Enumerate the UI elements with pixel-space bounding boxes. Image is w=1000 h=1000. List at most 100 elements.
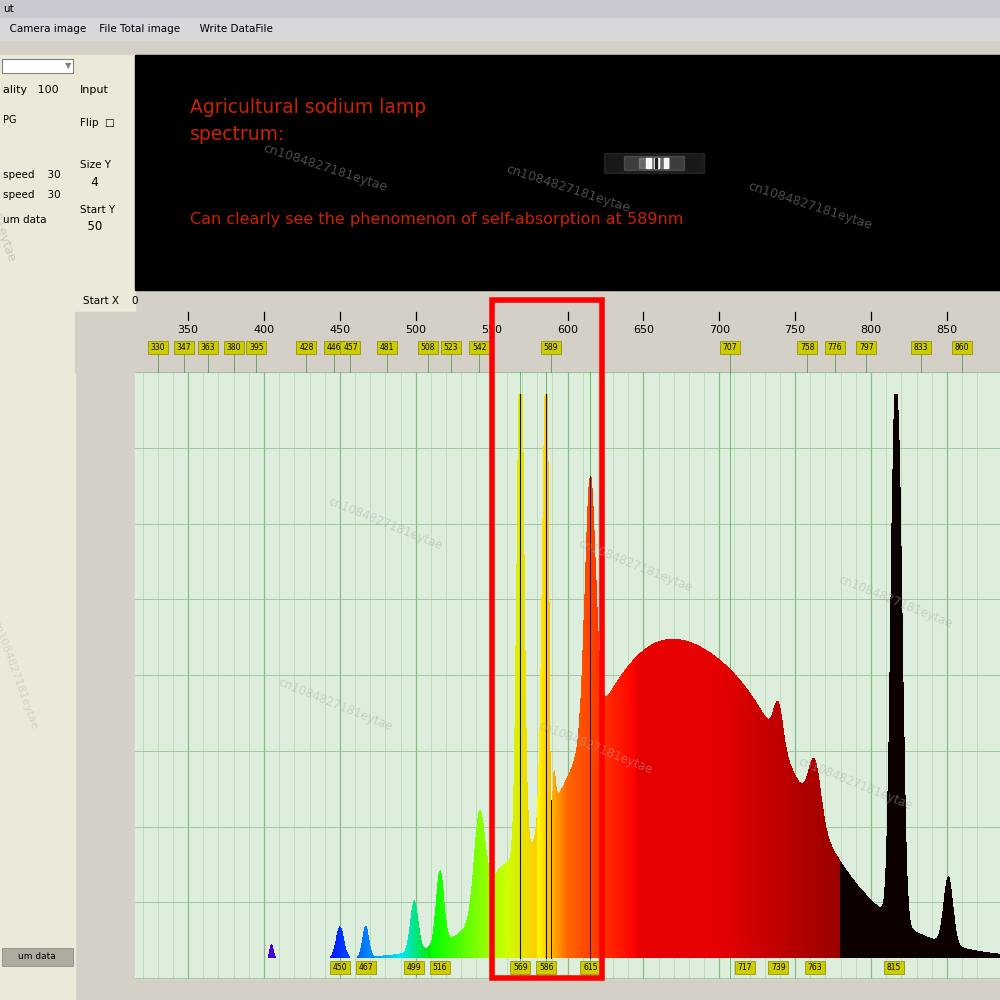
Bar	[884, 961, 904, 974]
Text: 797: 797	[859, 343, 874, 352]
Bar	[377, 341, 397, 354]
Text: cn1084827181eytae: cn1084827181eytae	[276, 676, 394, 734]
Text: 4: 4	[80, 176, 99, 190]
Text: ▼: ▼	[65, 62, 72, 70]
Bar	[952, 341, 972, 354]
Text: 800: 800	[860, 325, 882, 335]
Text: 586: 586	[539, 963, 554, 972]
Bar	[604, 153, 704, 173]
Bar	[0, 0, 1000, 18]
Text: ality   100: ality 100	[3, 85, 59, 95]
Bar	[356, 961, 376, 974]
Bar	[430, 961, 450, 974]
Text: 776: 776	[827, 343, 842, 352]
Bar	[135, 55, 1000, 290]
Bar	[580, 961, 600, 974]
Bar	[324, 341, 344, 354]
Text: 481: 481	[380, 343, 394, 352]
Text: 707: 707	[723, 343, 737, 352]
Bar	[735, 961, 755, 974]
Bar	[330, 961, 350, 974]
Text: 717: 717	[738, 963, 752, 972]
Text: 542: 542	[472, 343, 487, 352]
Text: 815: 815	[887, 963, 901, 972]
Bar	[148, 341, 168, 354]
Bar	[720, 341, 740, 354]
Text: 350: 350	[178, 325, 199, 335]
Text: 833: 833	[914, 343, 928, 352]
Text: 400: 400	[253, 325, 275, 335]
Bar	[296, 341, 316, 354]
Text: cn1084827181eytae: cn1084827181eytae	[326, 495, 444, 552]
Text: 450: 450	[333, 963, 347, 972]
Text: 569: 569	[513, 963, 528, 972]
Bar	[805, 961, 825, 974]
Bar	[536, 961, 556, 974]
Bar	[340, 341, 360, 354]
Bar	[825, 341, 845, 354]
Bar	[198, 341, 218, 354]
Text: speed    30: speed 30	[3, 170, 61, 180]
Bar	[441, 341, 461, 354]
Bar	[797, 341, 817, 354]
Text: Agricultural sodium lamp
spectrum:: Agricultural sodium lamp spectrum:	[190, 98, 426, 144]
Text: Can clearly see the phenomenon of self-absorption at 589nm: Can clearly see the phenomenon of self-a…	[190, 212, 683, 227]
Text: Start X    0: Start X 0	[83, 296, 138, 306]
Text: cn1084827181eytae: cn1084827181eytae	[836, 573, 954, 631]
Text: cn1084827181eytae: cn1084827181eytae	[0, 619, 39, 731]
Text: 850: 850	[936, 325, 957, 335]
Bar	[646, 158, 651, 168]
Bar	[541, 341, 561, 354]
Text: 450: 450	[329, 325, 350, 335]
Text: 600: 600	[557, 325, 578, 335]
Text: 763: 763	[808, 963, 822, 972]
Text: 615: 615	[583, 963, 598, 972]
Bar	[404, 961, 424, 974]
Bar	[664, 158, 668, 168]
Bar	[174, 341, 194, 354]
Bar	[469, 341, 489, 354]
Text: 589: 589	[544, 343, 558, 352]
Bar	[510, 961, 530, 974]
Text: 50: 50	[80, 221, 102, 233]
Text: 700: 700	[709, 325, 730, 335]
Text: Size Y: Size Y	[80, 160, 111, 170]
Text: 499: 499	[407, 963, 422, 972]
Text: 860: 860	[955, 343, 969, 352]
Text: cn1084827181eytae: cn1084827181eytae	[504, 163, 631, 215]
Bar	[418, 341, 438, 354]
Bar	[224, 341, 244, 354]
Bar	[856, 341, 876, 354]
Bar	[655, 158, 657, 168]
Text: 467: 467	[358, 963, 373, 972]
Text: cn1084827181eytae: cn1084827181eytae	[746, 179, 873, 232]
Text: 457: 457	[343, 343, 358, 352]
Text: cn1084827181eytae: cn1084827181eytae	[576, 537, 694, 595]
Text: PG: PG	[3, 115, 16, 125]
Text: ut: ut	[3, 4, 14, 14]
Bar	[135, 372, 1000, 978]
Bar	[2, 948, 73, 966]
Text: cn1084827181eytae: cn1084827181eytae	[0, 138, 18, 264]
Text: 550: 550	[481, 325, 502, 335]
Text: 650: 650	[633, 325, 654, 335]
Bar	[2, 59, 73, 73]
Bar	[0, 55, 75, 1000]
Bar	[246, 341, 266, 354]
Bar	[624, 156, 684, 170]
Text: 523: 523	[443, 343, 458, 352]
Bar	[75, 312, 1000, 372]
Bar	[768, 961, 788, 974]
Text: 750: 750	[785, 325, 806, 335]
Bar	[492, 300, 602, 978]
Bar	[75, 55, 135, 312]
Text: Start Y: Start Y	[80, 205, 115, 215]
Text: 739: 739	[771, 963, 786, 972]
Text: cn1084827181eytae: cn1084827181eytae	[262, 142, 389, 194]
Bar	[0, 18, 1000, 40]
Text: Camera image    File Total image      Write DataFile: Camera image File Total image Write Data…	[3, 24, 273, 34]
Text: 330: 330	[150, 343, 165, 352]
Text: 428: 428	[299, 343, 314, 352]
Bar	[654, 158, 659, 168]
Text: 516: 516	[433, 963, 447, 972]
